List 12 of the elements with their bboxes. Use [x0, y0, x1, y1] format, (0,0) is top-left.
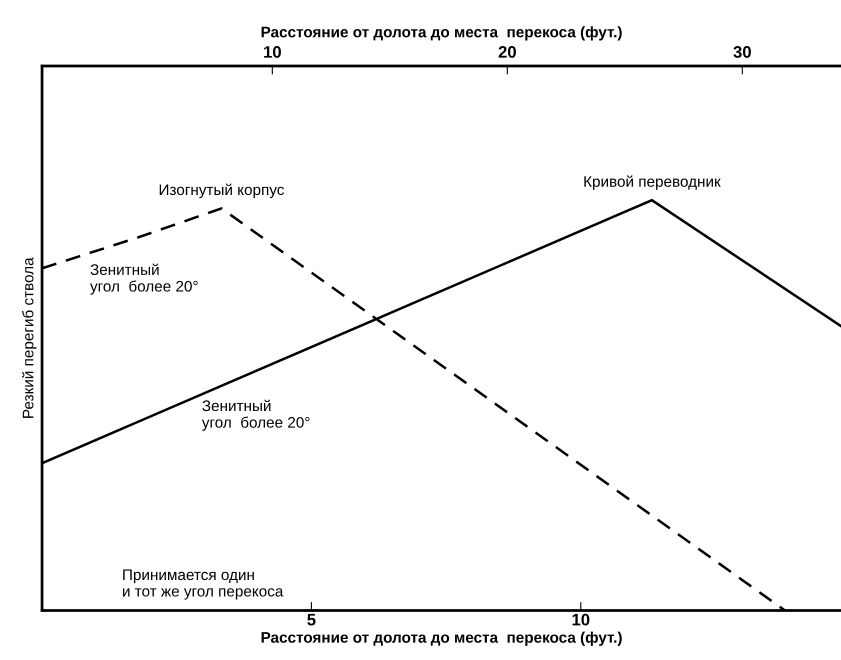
x2-tick-label: 10 [264, 46, 281, 58]
annotation: Зенитный угол более 20° [90, 264, 198, 295]
series-label: Изогнутый корпус [160, 184, 284, 198]
annotation: Зенитный угол более 20° [202, 400, 310, 431]
x-tick-label: 5 [307, 614, 316, 626]
x2-axis-title: Расстояние от долота до места перекоса (фут.) [262, 26, 622, 40]
x2-tick-label: 20 [498, 46, 516, 58]
x-axis-title: Расстояние от долота до места перекоса (фут.) [262, 632, 622, 646]
annotation: Принимается один и тот же угол перекоса [123, 569, 284, 600]
y-axis-title: Резкий перегиб ствола [22, 257, 36, 418]
x2-tick-label: 30 [733, 46, 751, 58]
series-label: Кривой переводник [584, 175, 721, 190]
